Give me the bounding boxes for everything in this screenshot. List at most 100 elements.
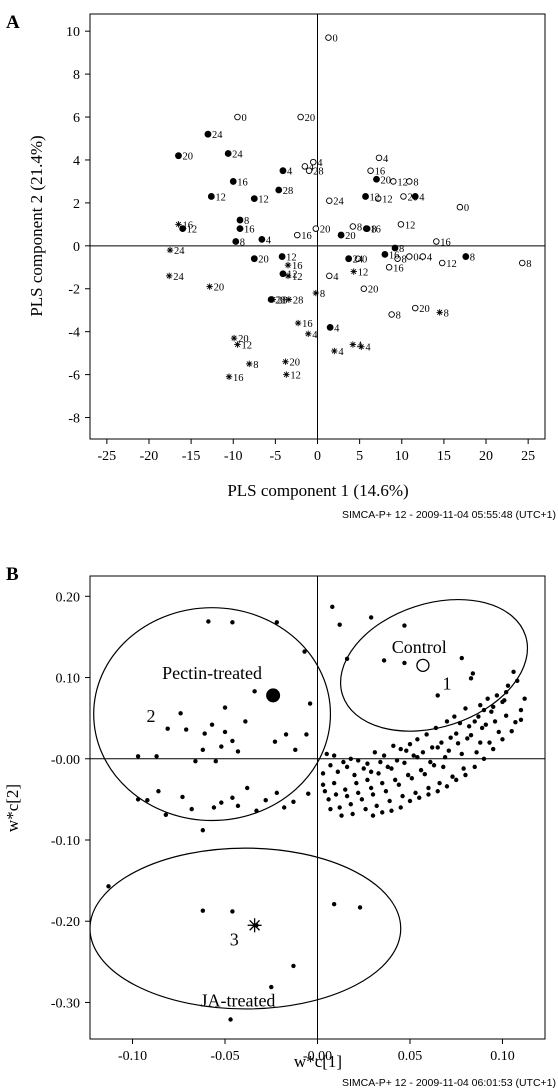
loading-point <box>441 764 446 770</box>
pectin-point <box>326 323 334 331</box>
loading-point <box>365 761 370 766</box>
point-label: 8 <box>444 308 449 319</box>
loading-point <box>202 731 207 736</box>
point-label: 20 <box>289 358 300 369</box>
point-label: 16 <box>237 177 248 188</box>
loading-point <box>476 714 481 719</box>
loading-point <box>435 693 440 698</box>
loading-point <box>245 785 250 791</box>
ja-point <box>225 373 233 380</box>
pectin-point <box>362 225 370 233</box>
point-label: 24 <box>174 246 185 257</box>
loading-point <box>413 790 418 796</box>
point-label: 0 <box>332 34 337 45</box>
pectin-point <box>207 193 215 200</box>
point-label: 8 <box>413 177 418 188</box>
loading-point <box>320 771 326 776</box>
loading-point <box>522 696 527 701</box>
pectin-point <box>267 296 275 303</box>
loading-point <box>500 699 505 705</box>
loading-point <box>387 798 392 804</box>
ja-point <box>331 347 338 355</box>
loading-point <box>370 792 376 797</box>
loading-point <box>444 719 450 724</box>
ja-centroid-marker <box>247 918 262 933</box>
loading-point <box>478 740 483 745</box>
control-point <box>385 264 393 271</box>
control-point <box>456 203 464 211</box>
loading-point <box>465 736 470 741</box>
loading-point <box>394 758 400 763</box>
loading-point <box>365 777 370 783</box>
ja-point-stroke <box>246 361 252 367</box>
group-2-label: 2 <box>147 706 156 726</box>
point-label: 12 <box>215 192 226 203</box>
loading-point <box>200 908 206 913</box>
loading-point <box>228 1017 233 1022</box>
pectin-point <box>275 186 283 194</box>
loading-point <box>200 828 206 833</box>
loading-point <box>518 707 524 713</box>
loading-point <box>320 782 326 787</box>
ja-point-stroke <box>231 335 237 341</box>
loading-point <box>492 719 498 724</box>
loading-point <box>442 754 448 760</box>
point-label: 16 <box>440 238 451 249</box>
loading-point <box>468 676 474 681</box>
loading-point <box>230 909 235 914</box>
loading-point <box>193 759 198 764</box>
loading-point <box>380 780 385 786</box>
loading-point <box>459 655 464 661</box>
loading-point <box>368 785 374 791</box>
loading-point <box>372 750 378 755</box>
loading-point <box>361 766 366 771</box>
ja-point <box>284 261 292 269</box>
loading-point <box>455 741 461 746</box>
point-label: 8 <box>320 289 325 300</box>
point-label: 8 <box>371 225 376 236</box>
loading-point <box>472 719 477 724</box>
loading-point <box>230 738 235 744</box>
loading-point <box>407 741 413 747</box>
ja-point-stroke <box>358 344 364 350</box>
loading-point <box>466 724 472 729</box>
point-label: 20 <box>238 334 249 345</box>
control-point <box>301 163 309 170</box>
panel-b-x-tick-label: -0.00 <box>303 1049 332 1064</box>
control-point <box>367 167 374 174</box>
ja-point <box>312 289 320 297</box>
control-point <box>354 255 362 262</box>
loading-point <box>293 747 298 753</box>
control-point <box>349 223 357 230</box>
ja-point-stroke <box>285 273 291 279</box>
ja-point-stroke <box>437 309 443 315</box>
point-label: 8 <box>253 360 258 371</box>
point-label: 28 <box>275 295 286 306</box>
ja-point-stroke <box>234 341 241 348</box>
panel-a-x-tick-label: 0 <box>314 449 321 464</box>
ja-point-stroke <box>175 221 182 227</box>
panel-a-letter: A <box>6 12 20 33</box>
loading-point <box>355 758 361 763</box>
loading-point <box>322 789 328 794</box>
point-label: 12 <box>292 272 303 283</box>
loading-point <box>343 787 348 792</box>
loading-point <box>222 729 228 735</box>
pectin-point <box>250 255 258 263</box>
loading-point <box>331 780 337 786</box>
panel-a-x-tick-label: 15 <box>437 449 451 464</box>
ja-point-stroke <box>286 296 292 303</box>
loading-point <box>415 737 420 742</box>
loading-point <box>355 790 361 796</box>
panel-b-y-axis-label: w*c[2] <box>3 784 22 832</box>
loading-point <box>402 760 407 766</box>
panel-b-marks: Control 1 Pectin-treated 2 JA-treated 3 <box>89 598 529 1022</box>
loading-point <box>489 709 494 714</box>
loading-point <box>435 745 440 750</box>
loading-point <box>337 622 342 627</box>
ja-point-stroke <box>207 284 213 290</box>
loading-point <box>509 728 514 734</box>
point-label: 12 <box>358 268 369 279</box>
point-label: 20 <box>368 285 379 296</box>
panel-b-y-tick-label: 0.10 <box>56 672 81 687</box>
